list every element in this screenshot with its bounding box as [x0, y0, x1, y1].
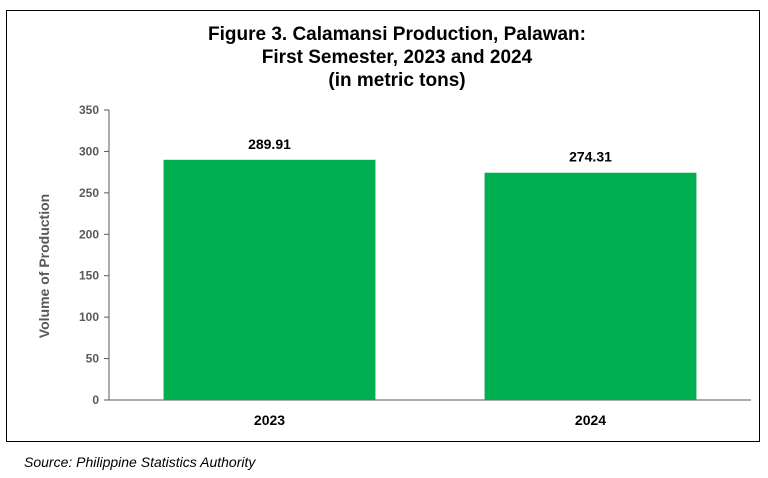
bars: [163, 159, 697, 400]
source-note: Source: Philippine Statistics Authority: [24, 454, 256, 470]
bar-2024: [484, 172, 697, 400]
y-axis-ticks: 0 50 100 150 200 250 300 350: [79, 103, 109, 407]
bar-2023: [163, 159, 376, 400]
category-label: 2023: [254, 412, 285, 428]
data-label: 274.31: [569, 149, 612, 165]
data-label: 289.91: [248, 136, 291, 152]
y-tick-label: 0: [92, 393, 99, 407]
title-line-3: (in metric tons): [328, 70, 465, 91]
data-labels: 289.91 274.31: [248, 136, 612, 165]
title-line-2: First Semester, 2023 and 2024: [262, 47, 533, 68]
chart-frame: Figure 3. Calamansi Production, Palawan:…: [6, 10, 760, 442]
y-axis-title: Volume of Production: [36, 194, 52, 338]
y-tick-label: 100: [79, 310, 99, 324]
title-line-1: Figure 3. Calamansi Production, Palawan:: [208, 24, 586, 45]
bar-chart: Figure 3. Calamansi Production, Palawan:…: [36, 24, 751, 428]
category-label: 2024: [575, 412, 606, 428]
y-tick-label: 300: [79, 144, 99, 158]
y-tick-label: 250: [79, 186, 99, 200]
category-labels: 2023 2024: [254, 412, 606, 428]
y-tick-label: 350: [79, 103, 99, 117]
y-tick-label: 150: [79, 269, 99, 283]
chart-title: Figure 3. Calamansi Production, Palawan:…: [208, 24, 586, 91]
y-tick-label: 200: [79, 227, 99, 241]
y-tick-label: 50: [86, 352, 100, 366]
